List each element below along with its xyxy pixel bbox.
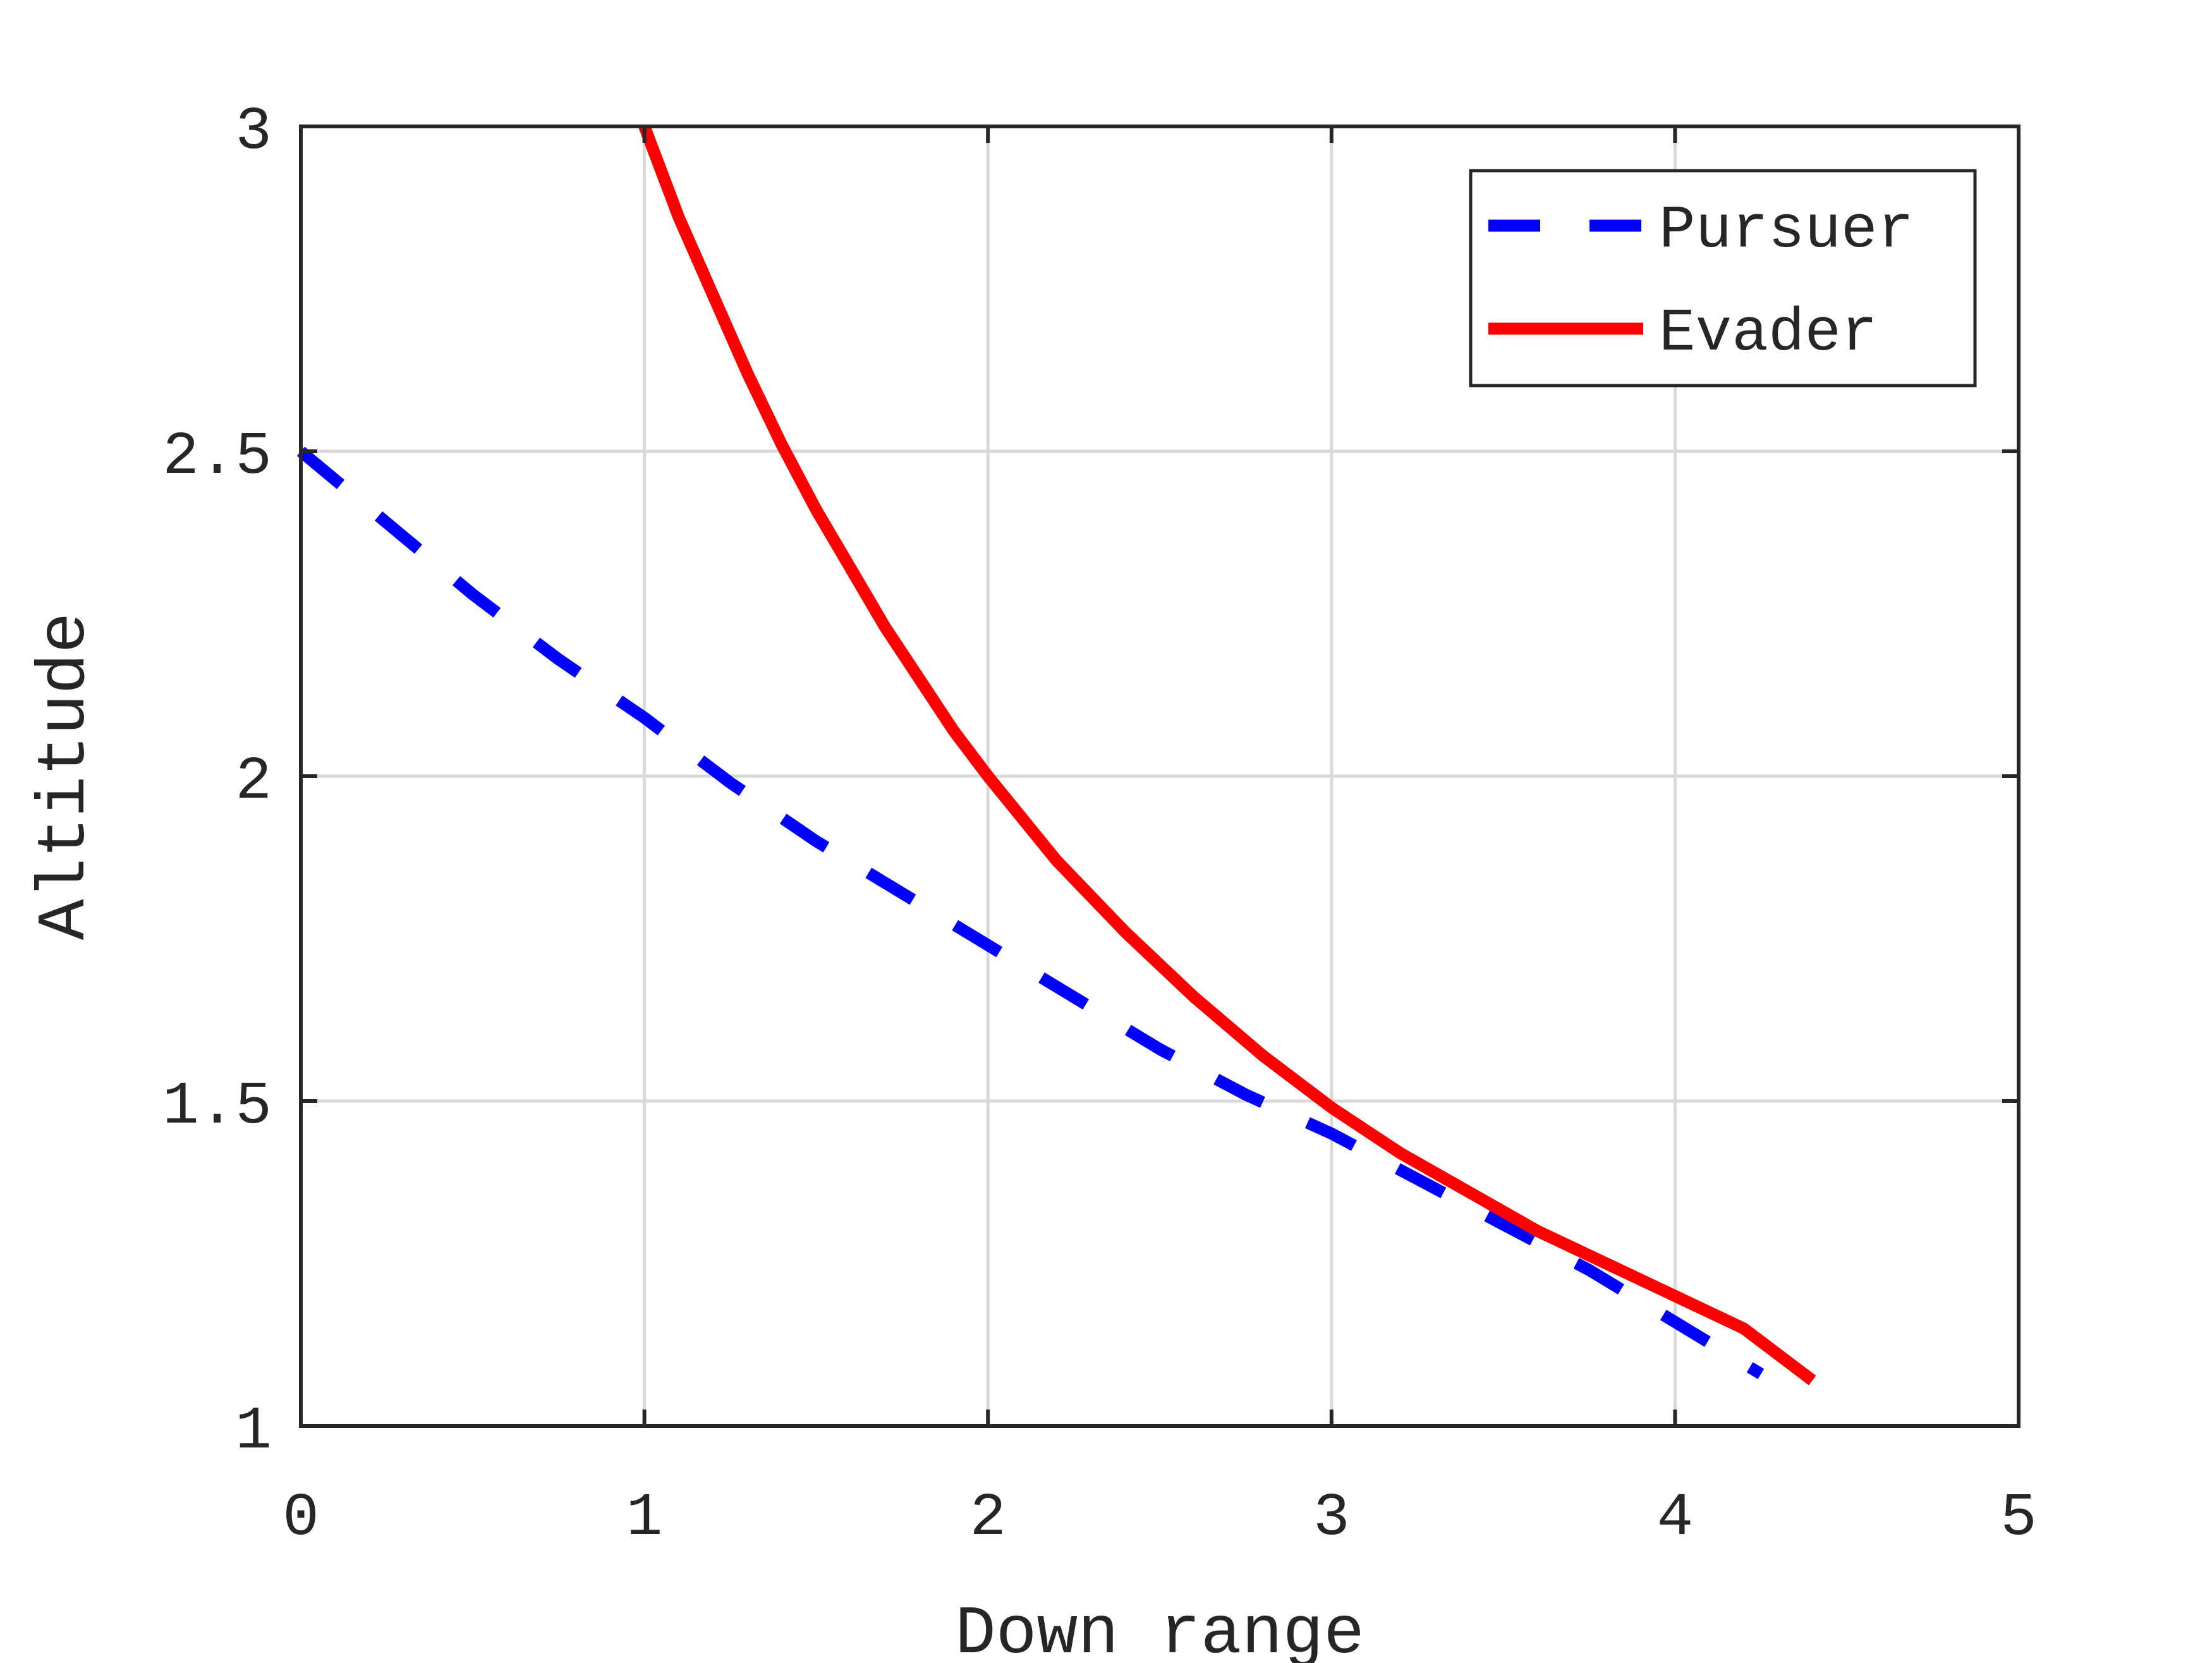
axis-ticks bbox=[299, 125, 2021, 1428]
y-tick-label: 2.5 bbox=[162, 422, 272, 491]
y-tick-label: 3 bbox=[235, 97, 272, 166]
x-tick-label: 1 bbox=[626, 1483, 663, 1552]
series-line-evader bbox=[638, 124, 1816, 1386]
legend-box bbox=[1469, 169, 1977, 387]
x-tick-label: 3 bbox=[1313, 1483, 1350, 1552]
x-tick-label: 4 bbox=[1657, 1483, 1694, 1552]
y-tick-label: 1 bbox=[235, 1397, 272, 1466]
legend-label-pursuer: Pursuer bbox=[1659, 196, 1914, 265]
series-line-pursuer bbox=[296, 446, 1765, 1379]
y-axis-title: Altitude bbox=[27, 612, 104, 940]
tick-labels: 0 1 2 3 4 511.522.53 bbox=[162, 97, 2037, 1552]
x-axis-title: Down range bbox=[955, 1596, 1364, 1663]
y-tick-label: 1.5 bbox=[162, 1072, 272, 1141]
x-tick-label: 5 bbox=[2000, 1483, 2037, 1552]
legend-label-evader: Evader bbox=[1659, 299, 1878, 368]
series-group bbox=[296, 124, 1816, 1386]
x-tick-label: 2 bbox=[969, 1483, 1006, 1552]
y-tick-label: 2 bbox=[235, 747, 272, 816]
x-tick-label: 0 bbox=[283, 1483, 319, 1552]
legend: Pursuer Evader bbox=[1469, 169, 1977, 387]
